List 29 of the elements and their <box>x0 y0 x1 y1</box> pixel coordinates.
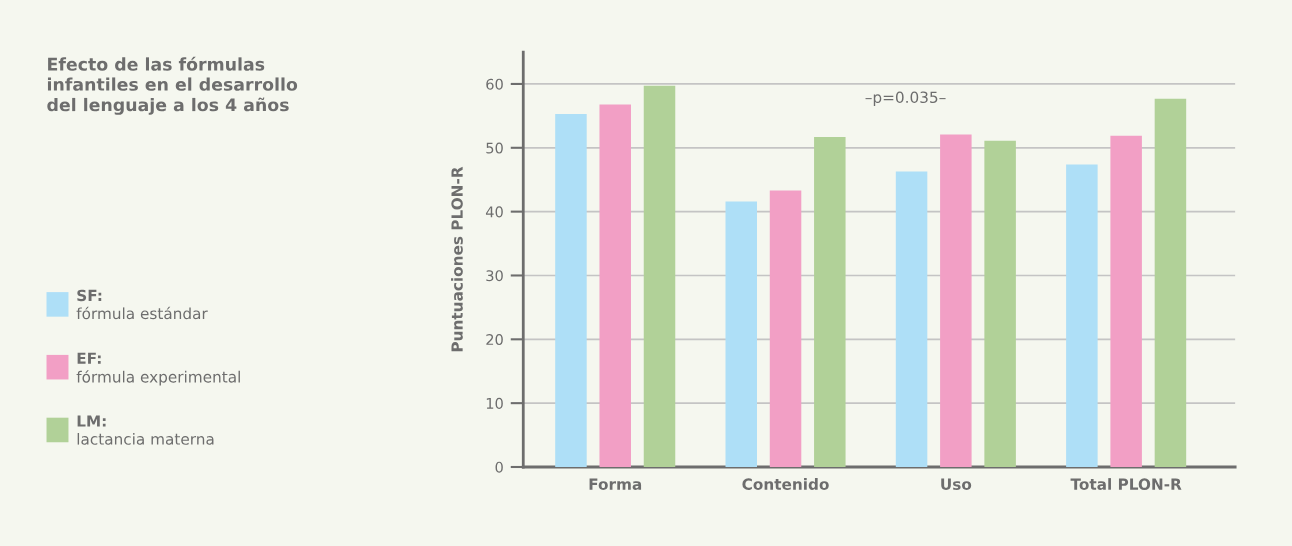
y-tick-label: 10 <box>486 397 503 409</box>
bar <box>1066 164 1098 467</box>
y-axis-title: Puntuaciones PLON-R <box>451 166 463 352</box>
annotation: –p=0.035– <box>865 91 946 106</box>
bar <box>725 201 758 467</box>
y-tick-label: 40 <box>485 206 503 218</box>
text: Efecto de las fórmulas infantiles en el desarrollo del lenguaje a los 4 años <box>47 56 298 115</box>
y-tick-label: 60 <box>486 78 503 90</box>
legend-label: SF: fórmula estándar <box>76 289 208 320</box>
bar <box>984 140 1016 467</box>
x-tick-label: Contenido <box>742 478 829 490</box>
bar <box>599 104 631 467</box>
y-tick-label: 0 <box>495 461 503 473</box>
x-tick-label: Total PLON-R <box>1070 478 1182 490</box>
bar <box>555 113 587 467</box>
bar <box>940 134 972 467</box>
y-tick-label: 30 <box>486 270 503 282</box>
bar <box>643 85 676 467</box>
bar <box>1110 135 1142 467</box>
x-tick-label: Forma <box>589 478 642 490</box>
y-tick-label: 50 <box>486 142 503 154</box>
bar <box>769 190 802 467</box>
bar <box>895 171 928 467</box>
legend-label: EF: fórmula experimental <box>76 352 240 386</box>
bar <box>814 136 846 467</box>
legend-label: LM: lactancia materna <box>77 415 214 445</box>
x-tick-label: Uso <box>941 478 972 490</box>
bar <box>1154 98 1187 467</box>
y-tick-label: 20 <box>486 334 503 346</box>
